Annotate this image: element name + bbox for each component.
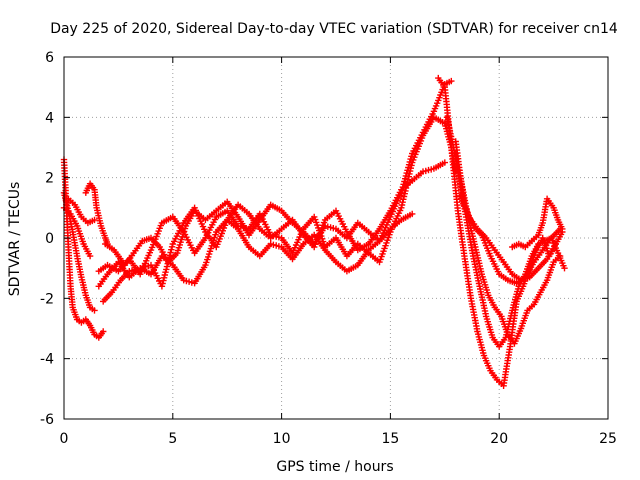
- plus-marker: [552, 240, 559, 248]
- tick-layer: 0 5 10 15 20 25 -6 -4 -2 0 2 4 6: [40, 50, 617, 447]
- y-tick-label: 0: [45, 231, 54, 247]
- plus-marker: [409, 210, 416, 218]
- marker-group: [456, 192, 559, 284]
- series-track-11: [443, 114, 568, 350]
- plus-marker: [448, 77, 455, 85]
- x-axis-label: GPS time / hours: [276, 459, 393, 475]
- plus-marker: [159, 280, 166, 287]
- plus-marker: [561, 265, 568, 272]
- y-tick-label: 6: [45, 50, 54, 66]
- marker-group: [509, 195, 566, 251]
- series-trace: [437, 77, 564, 387]
- marker-group: [443, 114, 568, 350]
- series-track-4: [65, 195, 98, 227]
- plus-marker: [100, 328, 107, 335]
- plus-marker: [91, 216, 98, 224]
- x-tick-label: 0: [60, 431, 69, 447]
- series-track-6: [95, 114, 459, 278]
- plus-marker: [91, 307, 98, 314]
- chart-title: Day 225 of 2020, Sidereal Day-to-day VTE…: [50, 21, 618, 37]
- y-tick-label: -6: [40, 412, 54, 428]
- series-track-5: [82, 180, 111, 248]
- marker-group: [65, 195, 98, 227]
- x-tick-label: 25: [599, 431, 617, 447]
- x-tick-label: 20: [490, 431, 508, 447]
- x-tick-label: 15: [381, 431, 399, 447]
- series-track-8: [100, 159, 448, 305]
- marker-group: [102, 198, 416, 269]
- marker-group: [100, 159, 448, 305]
- y-axis-label: SDTVAR / TECUs: [7, 182, 23, 297]
- plus-marker: [86, 252, 94, 260]
- marker-group: [95, 114, 459, 278]
- series-track-15: [509, 195, 566, 251]
- marker-group: [82, 180, 111, 248]
- series-track-14: [456, 192, 559, 284]
- y-tick-label: -2: [40, 291, 54, 307]
- series-layer: [60, 74, 568, 389]
- y-tick-label: 4: [45, 110, 54, 126]
- plus-marker: [556, 252, 564, 260]
- series-trace: [446, 116, 566, 348]
- series-track-9: [102, 198, 416, 269]
- x-tick-label: 5: [168, 431, 177, 447]
- y-tick-label: -4: [40, 352, 54, 368]
- plus-marker: [559, 225, 566, 233]
- y-tick-label: 2: [45, 171, 54, 187]
- plus-marker: [441, 159, 448, 166]
- x-tick-label: 10: [273, 431, 291, 447]
- plus-marker: [168, 246, 175, 253]
- series-track-10: [435, 74, 566, 389]
